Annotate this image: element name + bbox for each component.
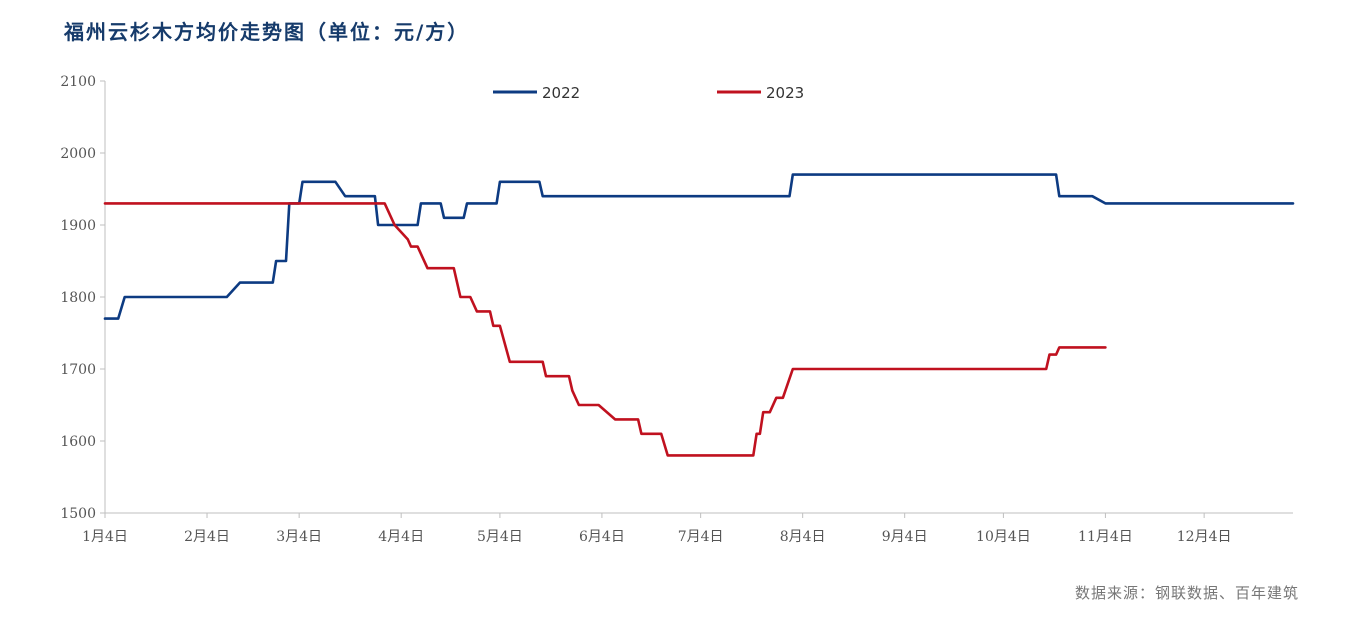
x-tick-label: 7月4日 [678,529,724,545]
legend-label-2022: 2022 [542,84,580,102]
series-layer [103,173,1295,457]
y-tick-label: 1500 [60,506,96,522]
x-tick-label: 2月4日 [184,529,230,545]
legend-label-2023: 2023 [766,84,804,102]
y-tick-label: 2000 [60,146,96,162]
y-tick-label: 1700 [60,362,96,378]
y-tick-label: 1600 [60,434,96,450]
y-tick-label: 2100 [60,74,96,90]
axes-layer: 1500 1600 1700 1800 1900 2000 2100 1月4日 2月4日 3月4日… [60,74,1293,545]
x-tick-label: 5月4日 [477,529,523,545]
y-tick-label: 1800 [60,290,96,306]
x-tick-label: 9月4日 [882,529,928,545]
x-tick-label: 3月4日 [276,529,322,545]
series-line-2023 [103,202,1107,457]
legend: 2022 2023 [493,84,804,102]
x-tick-label: 11月4日 [1078,529,1133,545]
x-tick-label: 1月4日 [82,529,128,545]
chart-title: 福州云杉木方均价走势图（单位：元/方） [64,20,470,44]
x-tick-label: 12月4日 [1177,529,1232,545]
x-tick-label: 4月4日 [378,529,424,545]
series-line-2022 [103,173,1295,320]
x-tick-label: 6月4日 [579,529,625,545]
y-tick-label: 1900 [60,218,96,234]
x-tick-label: 8月4日 [780,529,826,545]
source-note: 数据来源：钢联数据、百年建筑 [1074,584,1299,602]
x-tick-label: 10月4日 [976,529,1031,545]
